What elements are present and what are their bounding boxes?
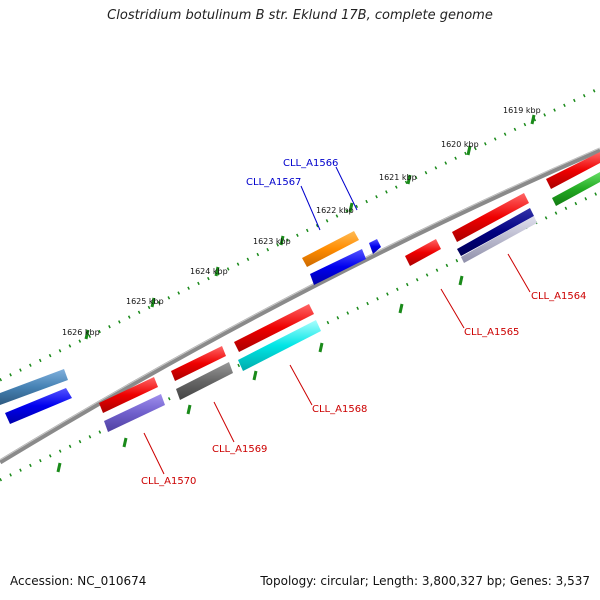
ruler-label: 1626 kbp xyxy=(62,328,100,337)
gene-label-cll-a1569[interactable]: CLL_A1569 xyxy=(212,444,267,455)
ruler-label: 1622 kbp xyxy=(316,206,354,215)
gene-feature-cyan[interactable] xyxy=(238,320,321,371)
leader-line xyxy=(335,166,358,211)
ruler-label: 1621 kbp xyxy=(379,173,417,182)
ruler-label: 1623 kbp xyxy=(253,237,291,246)
ruler-major-tick xyxy=(84,329,90,340)
ruler-label: 1625 kbp xyxy=(126,297,164,306)
gene-label-cll-a1564[interactable]: CLL_A1564 xyxy=(531,291,586,302)
gene-label-cll-a1568[interactable]: CLL_A1568 xyxy=(312,404,367,415)
ruler: 1619 kbp 1620 kbp 1621 kbp 1622 kbp 1623… xyxy=(56,106,541,473)
ruler-label: 1620 kbp xyxy=(441,140,479,149)
gene-feature-purple[interactable] xyxy=(104,394,165,432)
gene-feature-red[interactable] xyxy=(234,304,314,352)
gene-label-cll-a1570[interactable]: CLL_A1570 xyxy=(141,476,196,487)
gene-feature-navy[interactable] xyxy=(457,208,534,256)
gene-feature-red[interactable] xyxy=(546,152,600,189)
leader-line xyxy=(300,185,321,231)
gene-feature-orange[interactable] xyxy=(302,231,359,267)
leader-line xyxy=(507,253,531,293)
reverse-features xyxy=(5,208,537,432)
inner-major-tick xyxy=(186,404,192,415)
gene-feature-red[interactable] xyxy=(405,239,441,266)
gene-label-cll-a1565[interactable]: CLL_A1565 xyxy=(464,327,519,338)
leader-line xyxy=(440,288,465,329)
ruler-major-tick xyxy=(150,297,156,308)
forward-features xyxy=(0,152,600,413)
leader-line xyxy=(289,364,313,406)
leader-line xyxy=(213,401,235,443)
gene-feature-red[interactable] xyxy=(99,377,158,413)
map-title: Clostridium botulinum B str. Eklund 17B,… xyxy=(107,8,493,23)
inner-major-tick xyxy=(458,275,464,286)
gene-feature-red[interactable] xyxy=(171,346,226,381)
ruler-label: 1619 kbp xyxy=(503,106,541,115)
inner-major-tick xyxy=(398,303,404,314)
gene-feature-red[interactable] xyxy=(452,193,529,242)
accession-text: Accession: NC_010674 xyxy=(10,574,147,588)
gene-labels: CLL_A1566 CLL_A1567 CLL_A1564 CLL_A1565 … xyxy=(141,158,586,487)
ruler-major-tick xyxy=(214,266,220,277)
genome-summary-text: Topology: circular; Length: 3,800,327 bp… xyxy=(260,574,590,588)
gene-feature-steel[interactable] xyxy=(0,369,68,405)
genome-backbone xyxy=(0,147,600,465)
inner-tick-track xyxy=(0,190,600,482)
ruler-major-tick xyxy=(348,202,354,213)
gene-label-cll-a1566[interactable]: CLL_A1566 xyxy=(283,158,338,169)
inner-major-tick xyxy=(56,462,62,473)
leader-line xyxy=(143,432,165,475)
inner-major-tick xyxy=(252,370,258,381)
gene-feature-blue[interactable] xyxy=(5,388,72,424)
outer-tick-track xyxy=(0,86,600,382)
gene-feature-green[interactable] xyxy=(552,172,600,206)
inner-major-tick xyxy=(122,437,128,448)
gene-feature-silver[interactable] xyxy=(461,216,537,263)
ruler-major-tick xyxy=(530,114,536,125)
ruler-label: 1624 kbp xyxy=(190,267,228,276)
gene-feature-blue-small[interactable] xyxy=(369,239,381,254)
inner-major-tick xyxy=(318,342,324,353)
ruler-major-tick xyxy=(406,174,412,185)
gene-feature-gray[interactable] xyxy=(176,362,233,400)
gene-label-cll-a1567[interactable]: CLL_A1567 xyxy=(246,177,301,188)
ruler-major-tick xyxy=(466,145,472,156)
gene-feature-blue[interactable] xyxy=(310,249,366,285)
ruler-major-tick xyxy=(279,235,285,246)
